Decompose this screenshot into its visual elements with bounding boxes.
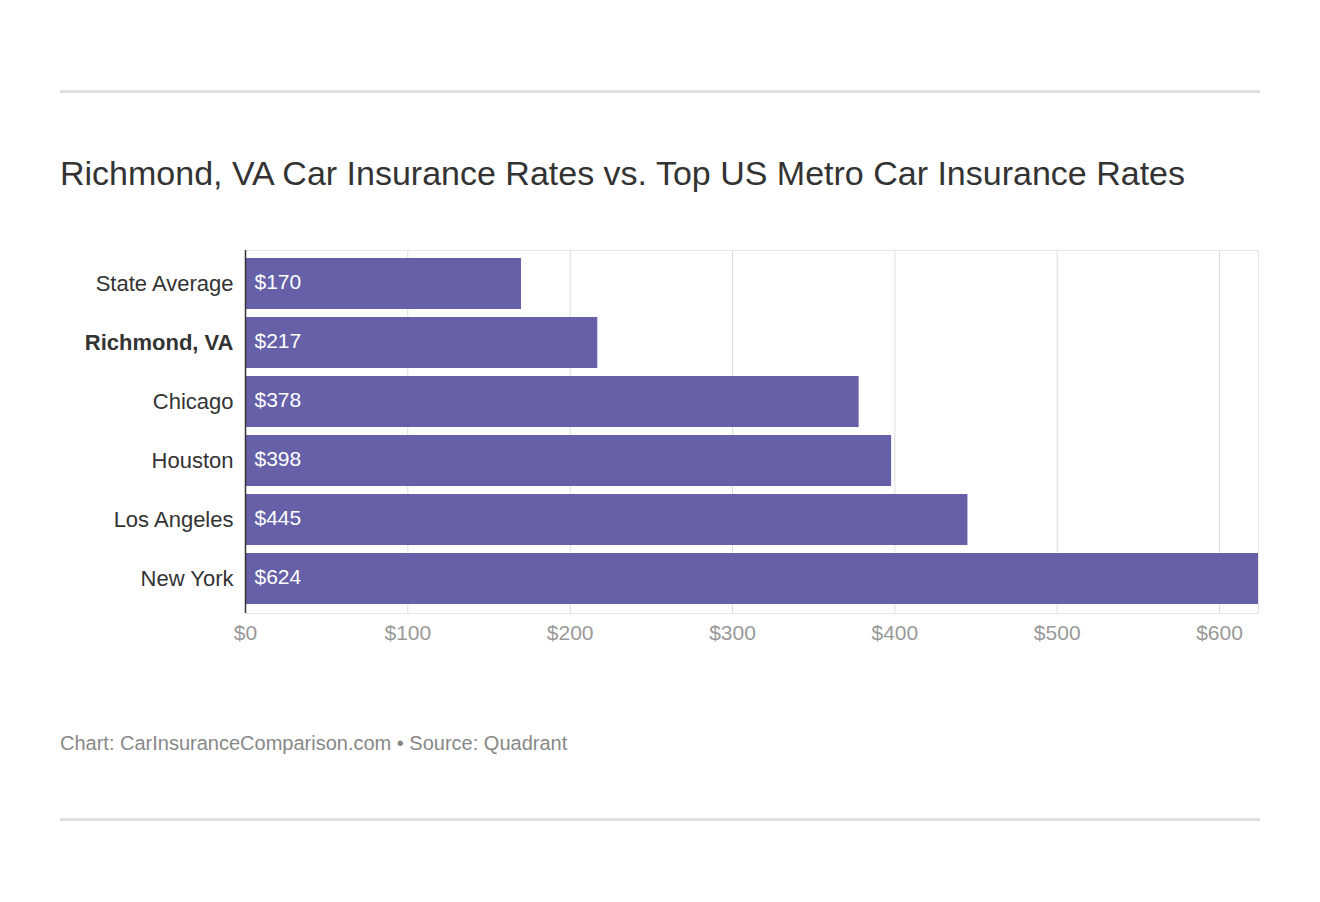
svg-text:Richmond, VA: Richmond, VA <box>85 330 234 355</box>
svg-text:Houston: Houston <box>152 448 234 473</box>
svg-text:$445: $445 <box>255 506 302 529</box>
svg-text:$624: $624 <box>255 565 302 588</box>
svg-text:$600: $600 <box>1196 621 1243 644</box>
svg-text:$100: $100 <box>384 621 431 644</box>
svg-text:$217: $217 <box>255 329 302 352</box>
svg-text:$378: $378 <box>255 388 302 411</box>
svg-text:$500: $500 <box>1034 621 1081 644</box>
svg-text:$300: $300 <box>709 621 756 644</box>
svg-text:$400: $400 <box>871 621 918 644</box>
svg-text:$170: $170 <box>255 270 302 293</box>
svg-text:$398: $398 <box>255 447 302 470</box>
html-text:Richmond, VA Car Insurance Rat: Richmond, VA Car Insurance Rates vs. Top… <box>60 154 1185 192</box>
svg-text:State Average: State Average <box>96 271 234 296</box>
svg-text:$200: $200 <box>547 621 594 644</box>
svg-text:Chicago: Chicago <box>153 389 234 414</box>
svg-text:New York: New York <box>141 566 235 591</box>
html-text:Chart: CarInsuranceComparison.: Chart: CarInsuranceComparison.com • Sour… <box>60 732 568 754</box>
svg-text:Los Angeles: Los Angeles <box>114 507 234 532</box>
svg-text:$0: $0 <box>234 621 257 644</box>
